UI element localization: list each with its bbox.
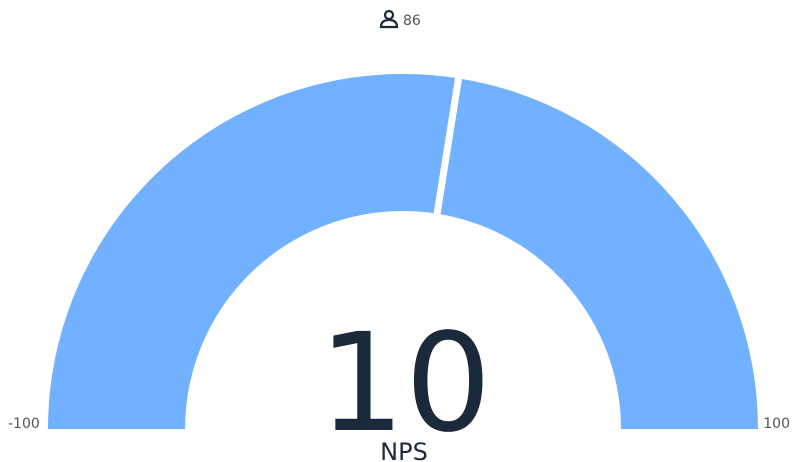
user-icon — [379, 9, 399, 29]
gauge-label: NPS — [380, 438, 428, 462]
gauge-rest-arc — [437, 78, 758, 429]
gauge-value-arc — [48, 73, 459, 429]
max-label: 100 — [763, 416, 790, 432]
min-label: -100 — [8, 416, 40, 432]
gauge-needle — [433, 75, 463, 217]
gauge-value: 10 — [318, 305, 491, 462]
respondent-count: 86 — [403, 13, 421, 29]
